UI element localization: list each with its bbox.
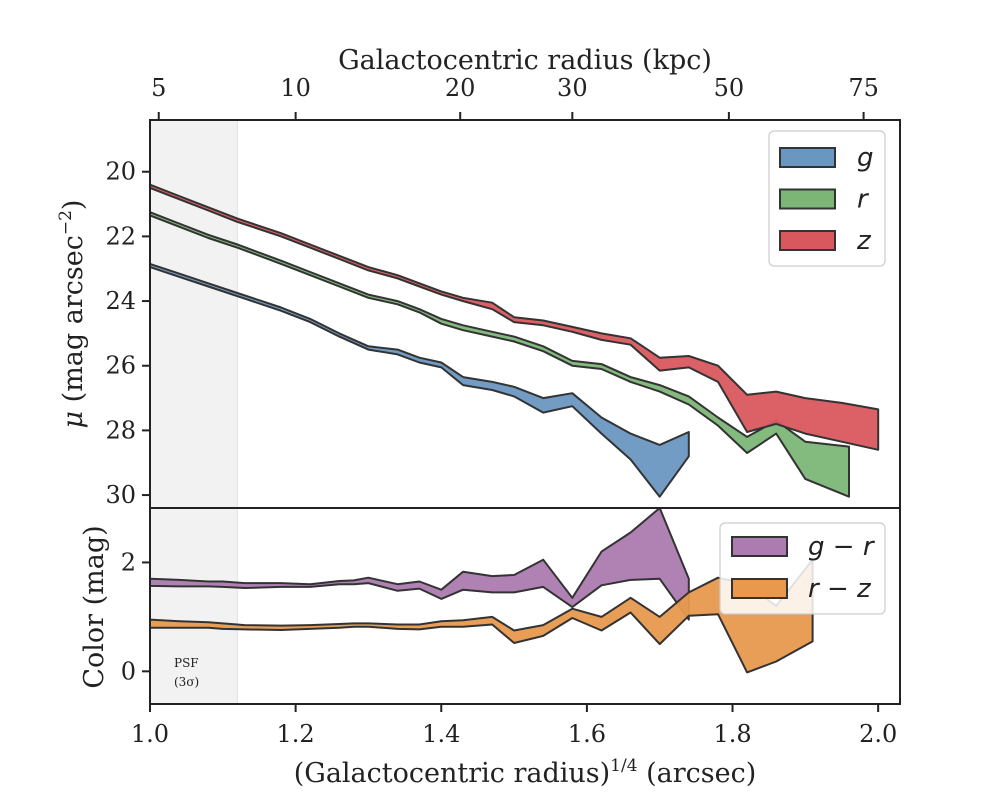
legend-label: g <box>857 143 874 173</box>
y-tick-label: 22 <box>105 222 136 250</box>
top-x-tick-label: 5 <box>151 74 166 102</box>
legend-label: g − r <box>808 532 876 562</box>
y-tick-label: 20 <box>105 158 136 186</box>
x-tick-label: 2.0 <box>859 720 897 748</box>
psf-shade-top <box>150 120 238 508</box>
top-x-axis-label: Galactocentric radius (kpc) <box>338 45 712 76</box>
y-tick-label: 26 <box>105 352 136 380</box>
bottom-panel-frame <box>149 507 901 705</box>
top-x-tick-label: 50 <box>714 74 745 102</box>
psf-label-line2: (3σ) <box>174 675 199 689</box>
y-tick-label: 2 <box>121 548 136 576</box>
bottom-y-axis-label: Color (mag) <box>79 525 110 688</box>
x-tick-label: 1.8 <box>713 720 751 748</box>
legend-swatch <box>731 578 788 599</box>
legend-swatch <box>779 147 836 168</box>
series-band-r-minus-z <box>149 558 814 674</box>
bottom-y-ticks: 02 <box>121 548 150 685</box>
y-tick-label: 24 <box>105 287 136 315</box>
bottom-legend: g − r r − z <box>719 522 886 615</box>
series-band-g-minus-r <box>149 507 690 621</box>
top-x-tick-label: 10 <box>280 74 311 102</box>
top-x-ticks: 5 10 20 30 50 75 <box>151 74 879 120</box>
legend-label: r <box>857 185 870 215</box>
top-legend: grz <box>768 130 886 267</box>
series-band-r <box>149 211 850 498</box>
x-tick-label: 1.6 <box>568 720 606 748</box>
bottom-x-ticks: 1.0 1.2 1.4 1.6 1.8 2.0 <box>131 704 897 748</box>
x-tick-label: 1.2 <box>277 720 315 748</box>
legend-label: r − z <box>808 574 872 604</box>
legend-swatch <box>779 188 836 210</box>
legend-swatch <box>731 536 788 557</box>
series-band-z <box>149 183 880 451</box>
legend-label: z <box>856 226 872 256</box>
psf-label-line1: PSF <box>174 656 199 670</box>
top-panel-series <box>149 183 880 498</box>
top-x-tick-label: 30 <box>557 74 588 102</box>
x-tick-label: 1.4 <box>422 720 460 748</box>
top-y-ticks: 20 22 24 26 28 30 <box>105 158 150 509</box>
legend-swatch <box>779 230 836 251</box>
y-tick-label: 30 <box>105 481 136 509</box>
bottom-panel-series <box>149 507 814 674</box>
series-band-g <box>149 262 690 498</box>
y-tick-label: 28 <box>105 416 136 444</box>
psf-shade-bottom <box>150 508 238 704</box>
top-y-axis-label: μ (mag arcsec−2) <box>56 200 89 429</box>
bottom-x-axis-label: (Galactocentric radius)1/4 (arcsec) <box>294 756 757 789</box>
x-tick-label: 1.0 <box>131 720 169 748</box>
top-x-tick-label: 75 <box>848 74 879 102</box>
y-tick-label: 0 <box>121 657 136 685</box>
top-x-tick-label: 20 <box>445 74 476 102</box>
